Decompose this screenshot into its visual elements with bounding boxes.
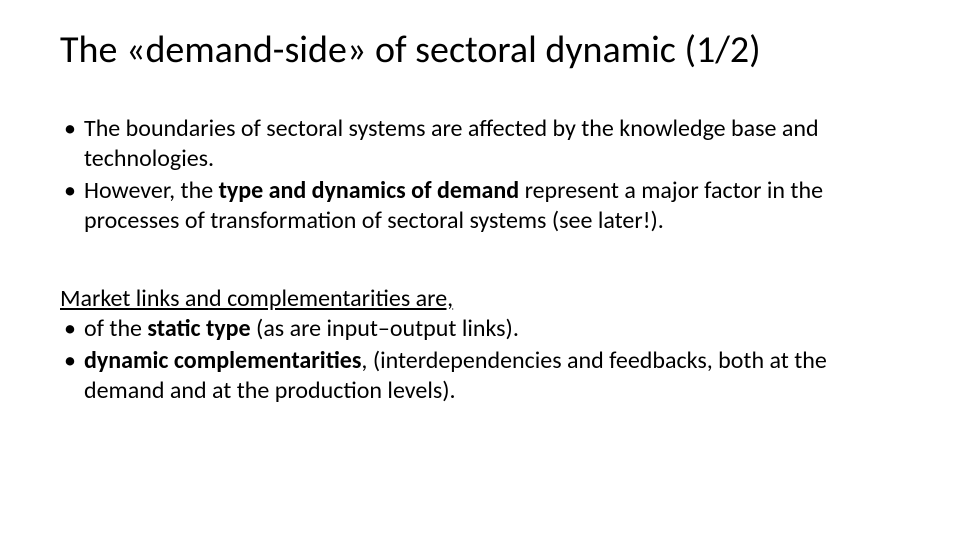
- bullet-text-bold: dynamic complementarities: [84, 346, 361, 375]
- bullet-text-bold: static type: [147, 314, 250, 343]
- slide-title: The «demand-side» of sectoral dynamic (1…: [60, 28, 900, 74]
- bullet-text-pre: The boundaries of sectoral systems are a…: [84, 114, 819, 173]
- bullet-text-bold: type and dynamics of demand: [219, 176, 520, 205]
- bullet-item: However, the type and dynamics of demand…: [60, 176, 900, 236]
- bullet-text-post: (as are input–output links).: [251, 314, 519, 343]
- slide-body: The boundaries of sectoral systems are a…: [60, 114, 900, 406]
- bullet-item: of the static type (as are input–output …: [60, 314, 900, 344]
- bullet-list-2: of the static type (as are input–output …: [60, 314, 900, 406]
- bullet-list-1: The boundaries of sectoral systems are a…: [60, 114, 900, 236]
- bullet-item: dynamic complementarities, (interdepende…: [60, 346, 900, 406]
- bullet-item: The boundaries of sectoral systems are a…: [60, 114, 900, 174]
- subheading: Market links and complementarities are,: [60, 284, 900, 314]
- bullet-text-pre: However, the: [84, 176, 219, 205]
- slide: The «demand-side» of sectoral dynamic (1…: [0, 0, 960, 540]
- bullet-text-pre: of the: [84, 314, 147, 343]
